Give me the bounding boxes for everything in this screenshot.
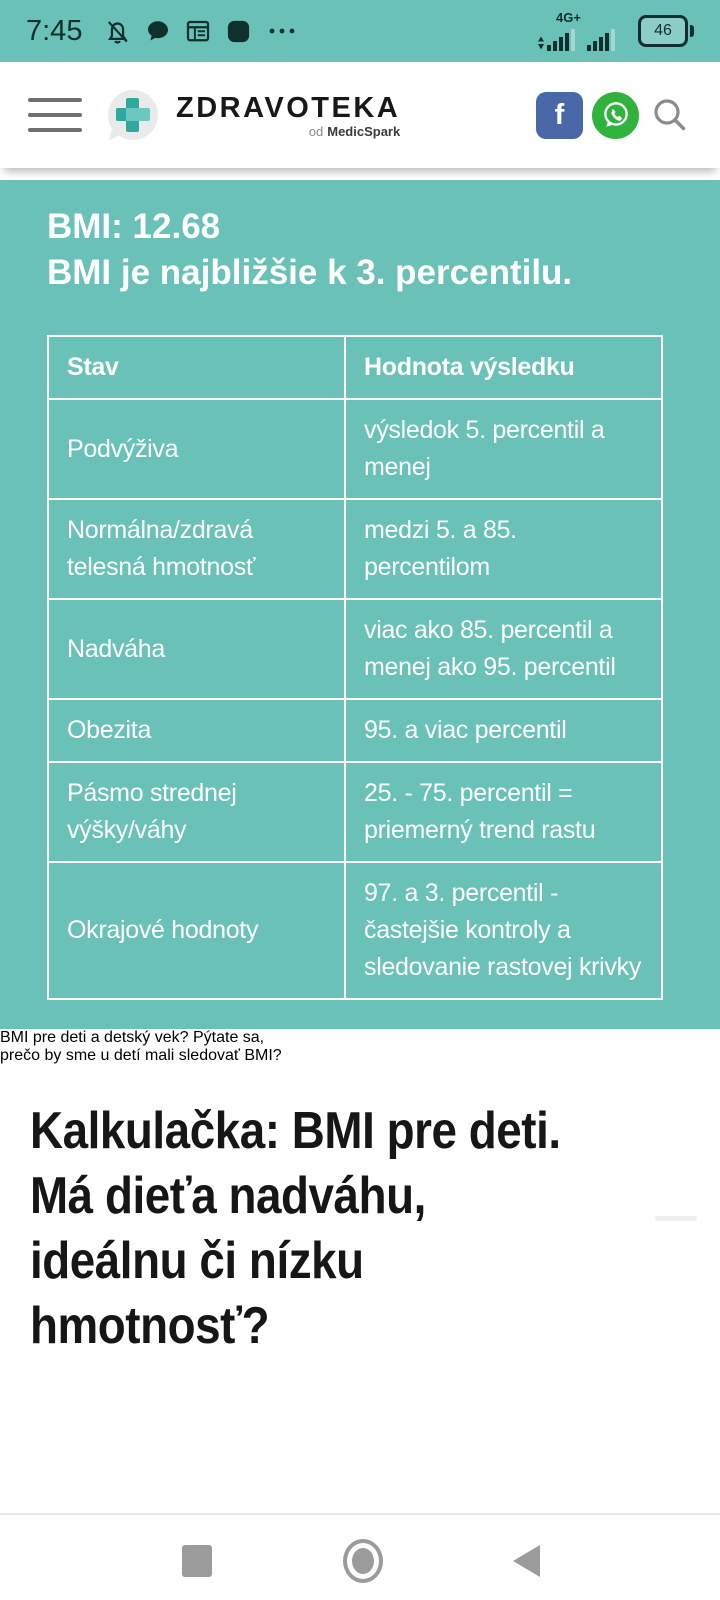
search-icon: [649, 94, 691, 136]
table-cell-hodnota: 97. a 3. percentil - častejšie kontroly …: [344, 861, 663, 1000]
chat-bubble-icon: [143, 16, 173, 46]
page-title: Kalkulačka: BMI pre deti. Má dieťa nadvá…: [30, 1099, 561, 1359]
table-cell-stav: Pásmo strednej výšky/váhy: [47, 761, 346, 863]
table-header-row: Stav Hodnota výsledku: [47, 335, 663, 400]
site-header: ZDRAVOTEKA od MedicSpark f: [0, 62, 720, 168]
recents-square-icon: [182, 1544, 212, 1577]
page-title-line: Kalkulačka: BMI pre deti.: [30, 1102, 561, 1160]
faint-divider: [655, 1216, 697, 1221]
signal-bars-icon: [584, 24, 618, 52]
table-cell-stav: Okrajové hodnoty: [47, 861, 346, 1000]
site-logo[interactable]: ZDRAVOTEKA od MedicSpark: [108, 90, 400, 140]
table-row: Podvýživa výsledok 5. percentil a menej: [47, 398, 663, 500]
table-row: Normálna/zdravá telesná hmotnosť medzi 5…: [47, 498, 663, 600]
news-calendar-icon: [183, 16, 213, 46]
android-nav-bar: [0, 1513, 720, 1600]
table-row: Pásmo strednej výšky/váhy 25. - 75. perc…: [47, 761, 663, 863]
whatsapp-icon: [599, 98, 633, 132]
brand-name: ZDRAVOTEKA: [176, 91, 401, 124]
article-intro-line: BMI pre deti a detský vek? Pýtate sa,: [0, 1029, 265, 1046]
bell-muted-icon: [102, 16, 133, 47]
table-cell-stav: Normálna/zdravá telesná hmotnosť: [47, 498, 346, 600]
network-type-label: 4G+: [556, 9, 581, 25]
search-button[interactable]: [648, 93, 692, 137]
column-header-hodnota: Hodnota výsledku: [344, 335, 663, 400]
brand-sub-name: MedicSpark: [327, 123, 401, 139]
logo-cross-icon: [108, 90, 158, 140]
bmi-result-section: BMI: 12.68 BMI je najbližšie k 3. percen…: [0, 180, 720, 1029]
bmi-result-heading: BMI: 12.68 BMI je najbližšie k 3. percen…: [47, 204, 572, 296]
status-bar: 7:45: [0, 0, 720, 62]
brand-subtitle: od MedicSpark: [309, 124, 400, 139]
table-cell-hodnota: výsledok 5. percentil a menej: [344, 398, 663, 500]
facebook-icon: f: [554, 98, 565, 131]
battery-icon: 46: [638, 15, 694, 47]
table-cell-hodnota: medzi 5. a 85. percentilom: [344, 498, 663, 600]
table-cell-hodnota: 95. a viac percentil: [344, 698, 663, 763]
network-indicator: 4G+: [536, 11, 618, 52]
table-cell-stav: Podvýživa: [47, 398, 346, 500]
page-title-line: Má dieťa nadváhu,: [30, 1167, 426, 1225]
battery-percent: 46: [654, 22, 672, 39]
recents-button[interactable]: [182, 1544, 212, 1577]
status-time: 7:45: [26, 15, 83, 47]
table-row: Okrajové hodnoty 97. a 3. percentil - ča…: [47, 861, 663, 1000]
table-row: Nadváha viac ako 85. percentil a menej a…: [47, 598, 663, 700]
bmi-value-line: BMI: 12.68: [47, 207, 221, 246]
article-intro-line: prečo by sme u detí mali sledovať BMI?: [0, 1047, 282, 1064]
back-triangle-icon: [513, 1544, 540, 1577]
bmi-percentile-line: BMI je najbližšie k 3. percentilu.: [47, 253, 573, 292]
article-section: Kalkulačka: BMI pre deti. Má dieťa nadvá…: [0, 1029, 720, 1513]
hamburger-menu-button[interactable]: [28, 98, 82, 132]
page-title-line: ideálnu či nízku: [30, 1232, 364, 1290]
home-circle-icon: [342, 1538, 383, 1583]
back-button[interactable]: [513, 1544, 540, 1577]
table-cell-hodnota: 25. - 75. percentil = priemerný trend ra…: [344, 761, 663, 863]
column-header-stav: Stav: [47, 335, 346, 400]
percentile-table: Stav Hodnota výsledku Podvýživa výsledok…: [47, 335, 663, 1000]
header-actions: f: [536, 91, 692, 139]
table-row: Obezita 95. a viac percentil: [47, 698, 663, 763]
brand-sub-prefix: od: [308, 123, 324, 139]
home-button[interactable]: [342, 1538, 383, 1583]
signal-bars-icon: [536, 24, 578, 52]
facebook-button[interactable]: f: [536, 91, 583, 139]
app-square-icon: [223, 16, 254, 47]
table-cell-stav: Obezita: [47, 698, 346, 763]
page-title-line: hmotnosť?: [30, 1297, 270, 1355]
status-right-cluster: 4G+: [536, 11, 694, 52]
table-cell-hodnota: viac ako 85. percentil a menej ako 95. p…: [344, 598, 663, 700]
overflow-dots-icon: [264, 16, 304, 46]
brand-text: ZDRAVOTEKA od MedicSpark: [176, 92, 400, 139]
table-cell-stav: Nadváha: [47, 598, 346, 700]
whatsapp-button[interactable]: [592, 91, 639, 139]
